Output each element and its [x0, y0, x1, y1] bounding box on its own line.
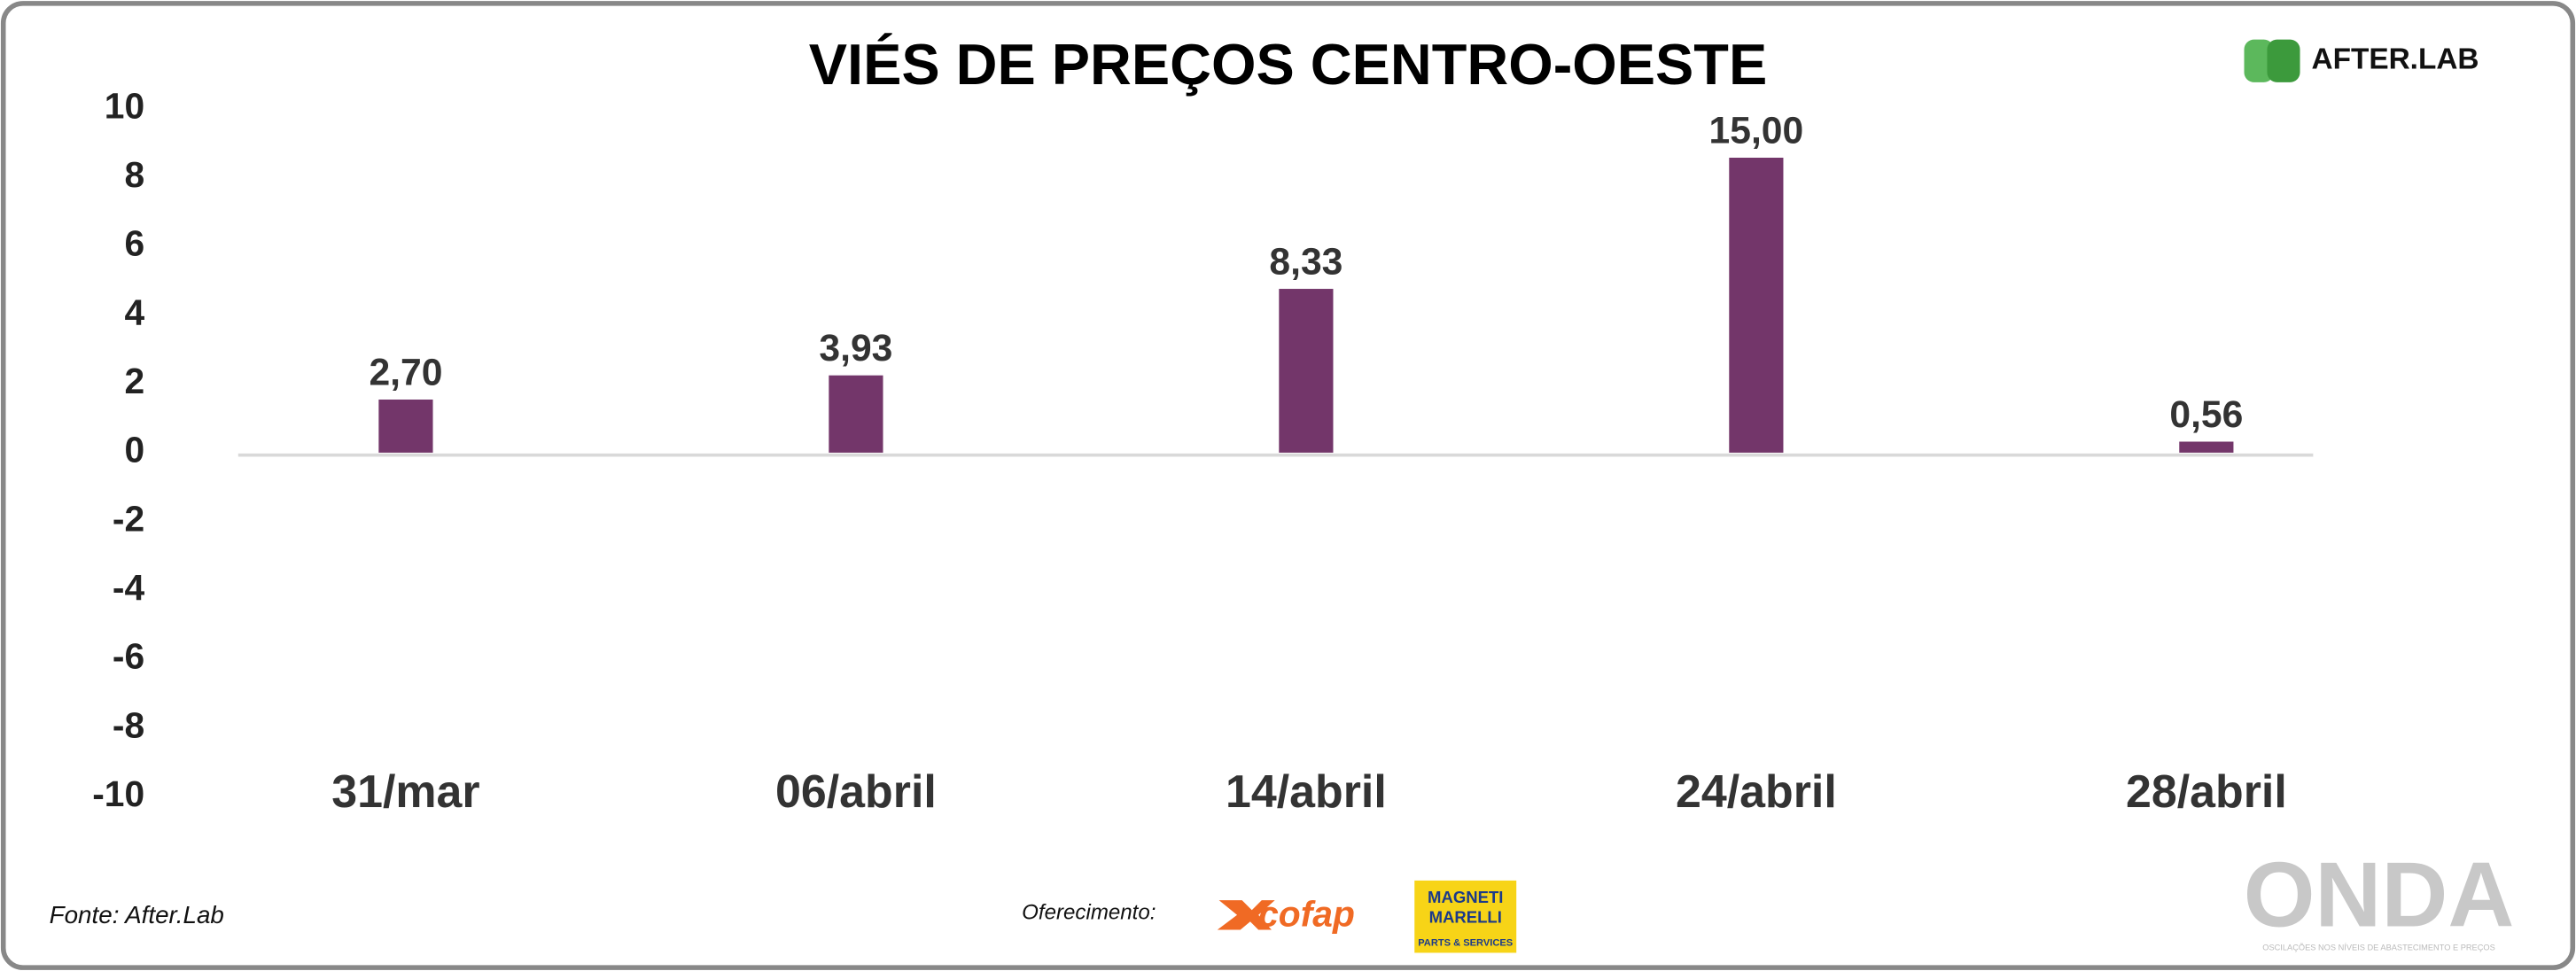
y-tick-label: -10 [92, 773, 144, 814]
x-tick-label: 14/abril [1226, 766, 1387, 818]
value-label: 15,00 [1709, 109, 1804, 151]
value-label: 0,56 [2169, 393, 2243, 436]
bar [1279, 289, 1334, 453]
cofap-mark [1217, 900, 1275, 930]
y-tick-label: -6 [113, 636, 144, 677]
logo-mark [2267, 39, 2300, 82]
y-tick-label: 6 [124, 223, 144, 264]
cofap-text: cofap [1258, 893, 1355, 934]
y-tick-label: 8 [124, 154, 144, 195]
value-label: 3,93 [819, 327, 892, 369]
y-tick-label: 10 [105, 85, 144, 126]
onda-tagline: OSCILAÇÕES NOS NÍVEIS DE ABASTECIMENTO E… [2262, 943, 2495, 952]
magneti-box [1414, 880, 1517, 953]
y-tick-label: -8 [113, 704, 144, 745]
sponsor-label: Oferecimento: [1022, 900, 1156, 924]
y-tick-label: 2 [124, 361, 144, 401]
x-tick-label: 28/abril [2126, 766, 2287, 818]
onda-logo: ONDA [2244, 843, 2515, 946]
value-label: 8,33 [1269, 240, 1342, 283]
x-tick-label: 06/abril [775, 766, 937, 818]
bar [1729, 158, 1784, 453]
source: Fonte: After.Lab [50, 901, 224, 928]
after-lab-logo: AFTER.LAB [2244, 39, 2479, 82]
magneti-text: MARELLI [1429, 907, 1502, 926]
bar [378, 399, 433, 453]
magneti-text: MAGNETI [1428, 888, 1503, 906]
logo-mark [2244, 39, 2274, 82]
x-tick-label: 24/abril [1676, 766, 1837, 818]
x-tick-label: 31/mar [331, 766, 479, 818]
logo-text: AFTER.LAB [2312, 43, 2479, 76]
magneti-logo: MAGNETI MARELLI PARTS & SERVICES [1414, 880, 1517, 953]
value-label: 2,70 [369, 351, 442, 393]
cofap-logo: cofap [1217, 893, 1355, 934]
magneti-text: PARTS & SERVICES [1418, 937, 1513, 948]
y-tick-label: -4 [113, 567, 145, 608]
bar [2179, 441, 2234, 453]
y-tick-label: 0 [124, 430, 144, 470]
y-tick-label: -2 [113, 498, 144, 539]
y-tick-label: 4 [124, 291, 144, 332]
bar [829, 375, 883, 453]
chart-title: VIÉS DE PREÇOS CENTRO-OESTE [809, 32, 1767, 97]
